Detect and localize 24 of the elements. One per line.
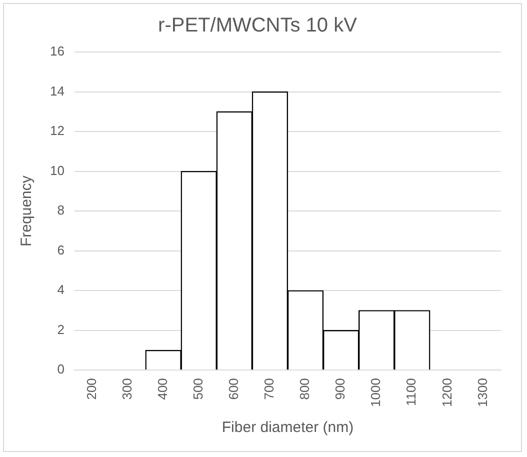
x-tick-label: 600	[226, 378, 241, 400]
y-tick-label: 16	[50, 44, 64, 59]
x-tick-label: 300	[119, 378, 134, 400]
x-tick-label: 900	[332, 378, 348, 400]
x-tick-label: 1000	[368, 378, 384, 407]
x-tick-label: 1300	[474, 378, 490, 407]
x-tick-label: 700	[262, 378, 277, 400]
y-tick-label: 8	[57, 202, 64, 218]
y-tick-label: 10	[50, 162, 64, 178]
x-tick-label: 800	[297, 378, 312, 400]
y-tick-label: 6	[57, 242, 64, 258]
chart-title: r-PET/MWCNTs 10 kV	[158, 14, 358, 37]
x-tick-label: 1100	[404, 378, 419, 406]
x-tick-label: 1200	[439, 378, 454, 407]
x-axis-title: Fiber diameter (nm)	[222, 419, 354, 436]
x-tick-label: 200	[84, 378, 99, 400]
y-tick-label: 2	[57, 322, 64, 337]
x-tick-label: 500	[190, 378, 206, 400]
y-tick-label: 12	[50, 123, 64, 138]
y-tick-label: 0	[57, 362, 64, 377]
y-axis-title: Frequency	[18, 175, 36, 246]
y-tick-label: 14	[50, 83, 64, 98]
y-tick-label: 4	[57, 282, 64, 298]
x-tick-label: 400	[154, 378, 170, 400]
